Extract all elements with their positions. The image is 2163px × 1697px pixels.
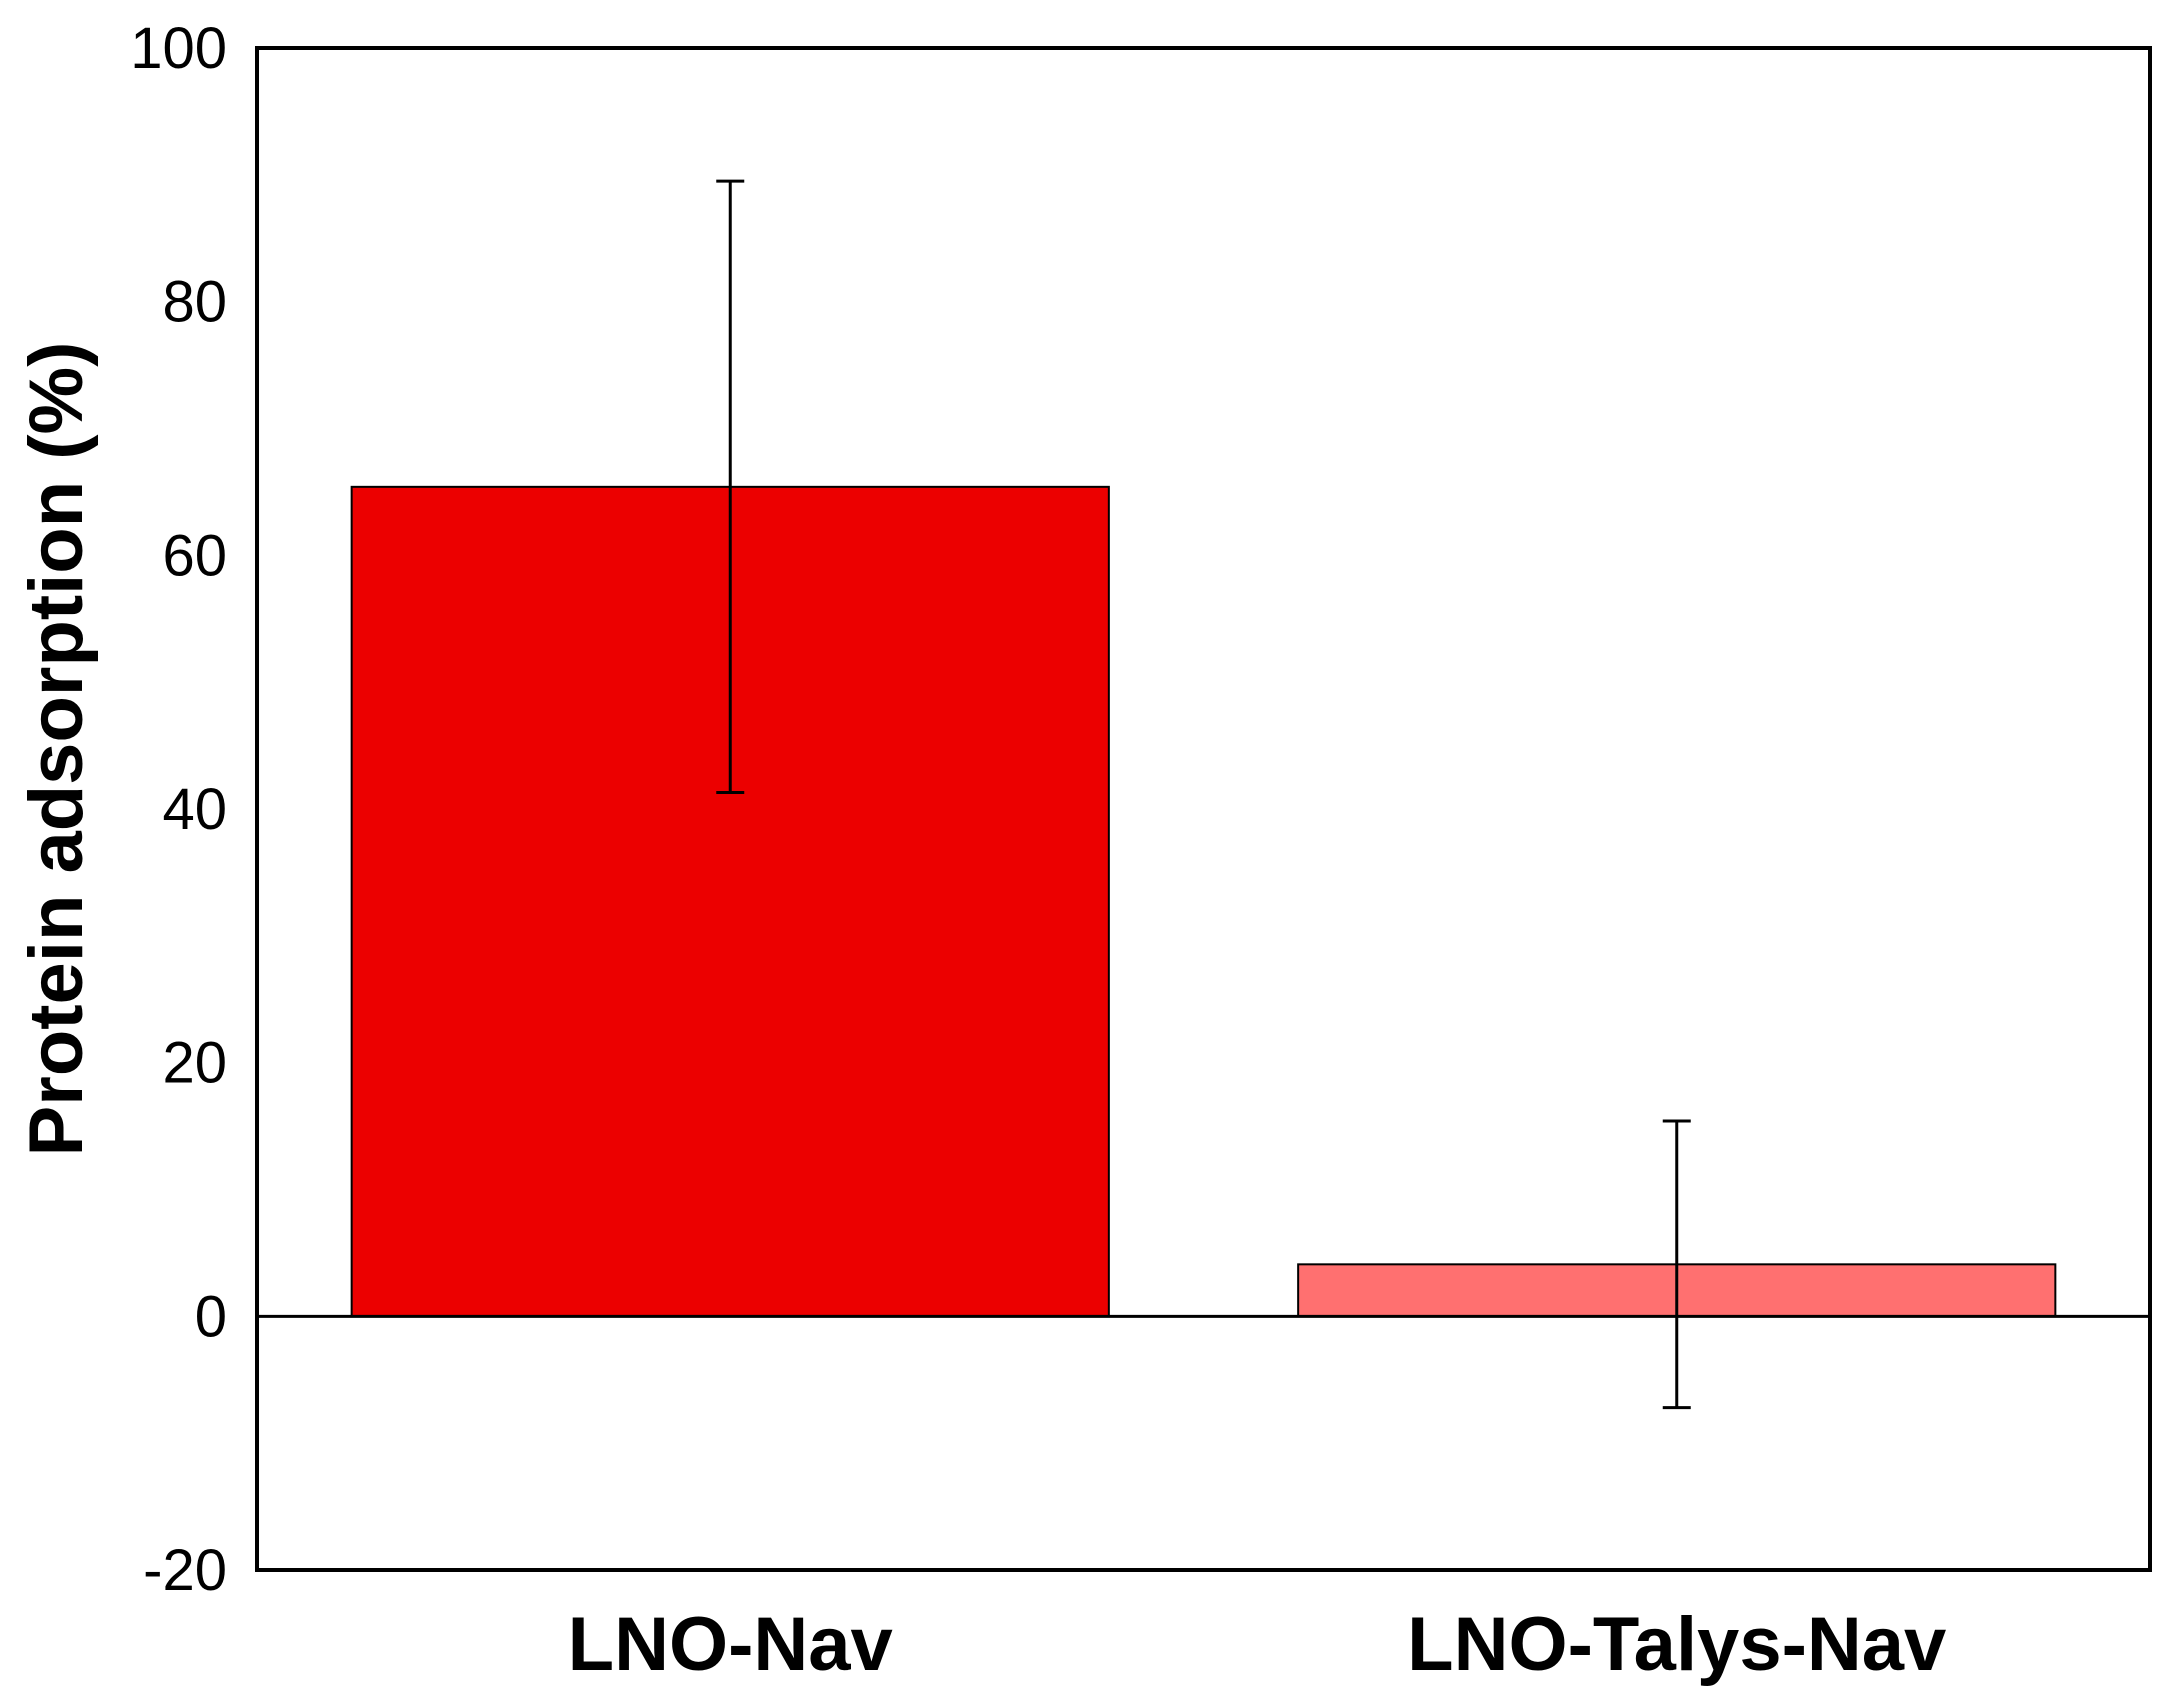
y-tick-label: 0 [195,1284,227,1349]
y-tick-label: -20 [143,1538,227,1603]
y-axis-ticks: 100 80 60 40 20 0 -20 [130,16,227,1603]
error-bars-layer [716,179,1691,1410]
y-tick-label: 20 [162,1031,227,1096]
y-tick-label: 40 [162,777,227,842]
y-axis-title: Protein adsorption (%) [14,342,99,1157]
x-category-label: LNO-Talys-Nav [1407,1602,1946,1687]
x-category-label: LNO-Nav [568,1602,893,1687]
y-tick-label: 60 [162,523,227,588]
plot-area-frame [255,46,2152,1572]
error-bar-lno-nav [716,179,745,795]
x-axis-labels: LNO-Nav LNO-Talys-Nav [568,1602,1947,1687]
bars-layer [350,485,2057,1318]
y-tick-label: 80 [162,270,227,335]
error-bar-lno-talys-nav [1662,1119,1691,1410]
y-tick-label: 100 [130,16,227,81]
